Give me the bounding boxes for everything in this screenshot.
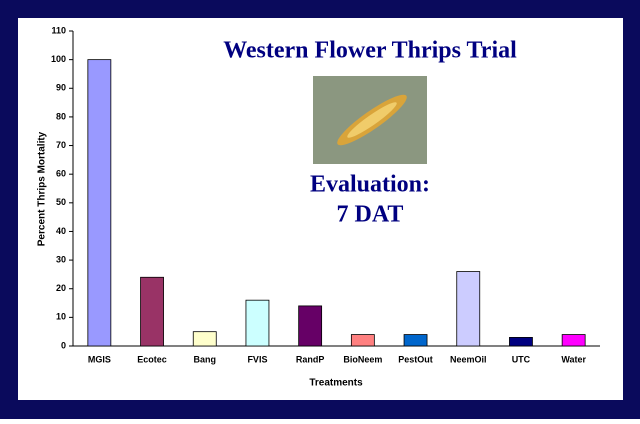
chart: Western Flower Thrips Trial Evaluation: … [0,0,640,419]
x-tick-label: MGIS [88,354,111,364]
y-tick-label: 50 [56,197,66,207]
bar [246,300,269,346]
annotation: Evaluation: [310,172,430,198]
y-tick-label: 100 [51,54,66,64]
x-axis-label: Treatments [309,378,363,389]
y-tick-label: 20 [56,283,66,293]
annotation: 7 DAT [337,202,404,228]
thrips-photo [313,76,427,164]
chart-title: Western Flower Thrips Trial [223,38,517,64]
x-tick-label: NeemOil [450,354,487,364]
x-tick-label: RandP [296,354,325,364]
x-tick-label: BioNeem [343,354,382,364]
y-tick-label: 70 [56,140,66,150]
x-tick-label: Ecotec [137,354,167,364]
bar [88,60,111,346]
y-tick-label: 0 [61,340,66,350]
bar [457,272,480,346]
y-tick-label: 110 [51,25,66,35]
bar [193,332,216,346]
y-tick-label: 10 [56,312,66,322]
y-tick-label: 60 [56,169,66,179]
bar [351,335,374,346]
y-tick-label: 30 [56,254,66,264]
bar [404,335,427,346]
x-tick-label: UTC [512,354,531,364]
bar [562,335,585,346]
bar [509,337,532,346]
y-tick-label: 80 [56,111,66,121]
x-tick-label: Water [561,354,586,364]
y-tick-label: 40 [56,226,66,236]
bar [141,277,164,346]
x-tick-label: PestOut [398,354,433,364]
y-tick-label: 90 [56,83,66,93]
y-axis-label: Percent Thrips Mortality [37,131,48,246]
bar [299,306,322,346]
x-tick-label: FVIS [247,354,267,364]
x-tick-label: Bang [194,354,217,364]
